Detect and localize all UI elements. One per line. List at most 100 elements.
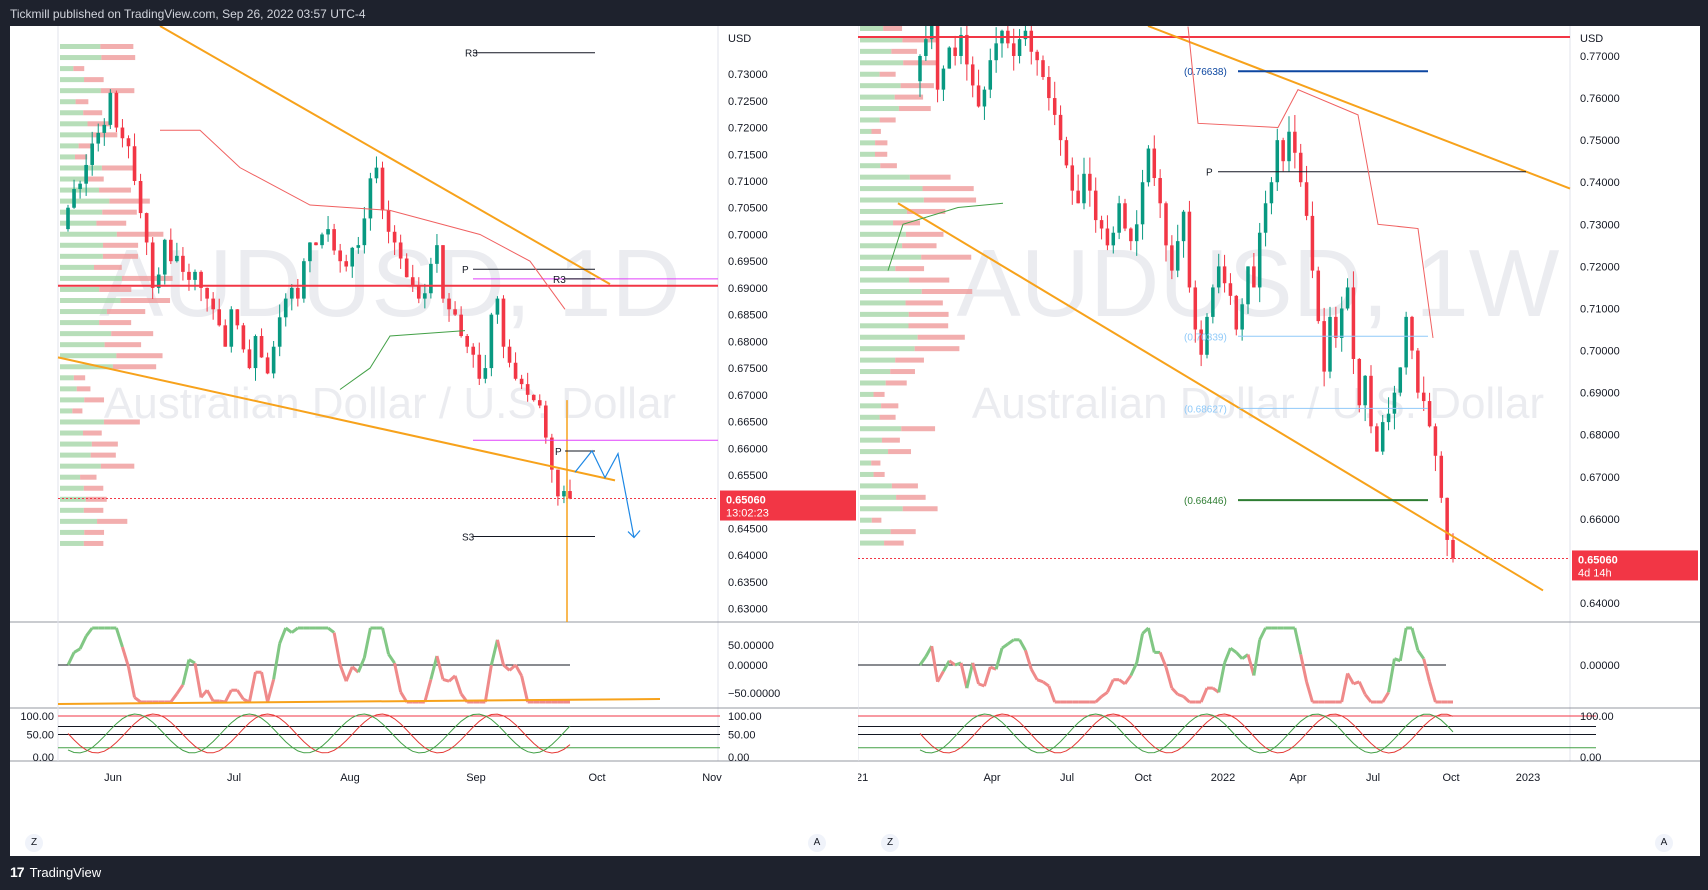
candle-body [1310,215,1315,271]
candle-body [495,298,500,315]
volume-profile-down [104,342,142,348]
candle-body [447,298,451,310]
footer-brand: 17 TradingView [10,864,101,880]
auto-scale-button-left[interactable]: A [808,834,826,852]
candle-body [453,309,457,315]
x-tick-label: Nov [702,772,722,784]
lower-trendline [57,356,616,482]
oscillator-line [84,627,94,638]
log-scale-button-left[interactable]: Z [25,834,43,852]
volume-profile-up [860,266,896,272]
oscillator-line [429,655,439,680]
volume-profile-up [860,26,884,31]
oscillator-line [1252,639,1262,676]
oscillator-line [387,653,396,665]
candle-body [138,181,143,214]
candle-body [1152,148,1157,179]
candle-body [1246,266,1250,305]
volume-profile-up [60,540,84,546]
y-tick-label: 0.67000 [1580,472,1620,484]
candle-body [1222,266,1227,284]
candle-body [1140,182,1145,225]
oscillator-line [1223,647,1232,664]
candle-body [1322,321,1326,372]
volume-profile-up [860,106,899,112]
y-tick-label: 0.70000 [728,229,768,241]
volume-profile-down [881,403,899,409]
candle-body [416,285,421,299]
candle-body [1175,241,1180,271]
volume-profile-down [914,346,960,352]
candle-body [1187,211,1192,288]
volume-profile-up [860,140,876,146]
chart-panel-weekly[interactable]: AUDUSD, 1W Australian Dollar / U.S. Dolla… [858,26,1700,856]
oscillator-line [520,675,530,703]
volume-profile-down [901,426,936,432]
volume-profile-up [860,540,885,546]
oscillator-line [1246,654,1256,676]
volume-profile-up [60,88,101,94]
oscillator-line [120,646,130,668]
pivot-label-r3_mid: R3 [553,275,566,286]
oscillator-line [66,651,76,666]
x-tick-label: Jul [1060,772,1074,784]
candle-body [550,437,554,470]
candle-body [1357,358,1362,406]
candle-body [247,349,252,369]
candle-body [568,491,572,499]
y-tick-label: 0.64000 [1580,598,1620,610]
candle-body [1216,266,1221,288]
y-tick-label: 0.69000 [1580,388,1620,400]
candle-body [320,234,324,246]
oscillator-line [260,671,270,703]
stochastic-line [67,713,571,754]
auto-scale-button-right[interactable]: A [1655,834,1673,852]
countdown-label: 4d 14h [1578,567,1612,579]
candle-body [988,60,993,90]
last-price-label: 0.65060 [726,495,766,507]
candle-body [471,346,476,355]
candle-body [1111,232,1116,246]
y-tick-label: 0.71500 [728,149,768,161]
chart-panel-daily[interactable]: AUDUSD, 1D Australian Dollar / U.S. Dolla… [10,26,858,856]
footer-brand-name[interactable]: TradingView [29,864,102,880]
last-price-badge [1572,550,1698,581]
candle-body [259,336,264,358]
oscillator-line [1129,662,1139,677]
currency-label: USD [728,33,751,45]
oscillator-line [948,659,957,667]
candle-body [1064,140,1069,166]
candle-body [314,242,318,246]
volume-profile-down [922,186,974,192]
candle-body [338,250,342,262]
volume-profile-up [860,311,909,317]
candle-body [1134,224,1139,242]
candle-body [1421,392,1426,402]
stochastic-line [67,713,571,754]
candle-body [362,218,367,246]
volume-profile-down [921,289,973,294]
log-scale-button-right[interactable]: Z [881,834,899,852]
volume-profile-up [860,60,904,66]
y-tick-label: 0.75000 [1580,135,1620,147]
oscillator-line [356,657,366,673]
candle-body [90,143,95,165]
volume-profile-down [83,507,104,513]
oscillator-line [1106,679,1115,693]
candle-body [102,124,107,133]
volume-profile-down [891,48,918,54]
x-tick-label: Apr [1289,772,1306,784]
volume-profile-up [60,176,85,182]
y-tick-label: 0.71000 [1580,303,1620,315]
y-tick-label: 0.64000 [728,550,768,562]
x-tick-label: 2021 [858,772,868,784]
volume-profile-up [60,331,112,337]
candle-body [1316,270,1321,322]
candle-body [283,298,288,318]
candle-body [1445,497,1449,540]
volume-profile-up [60,143,79,149]
volume-profile-up [860,346,915,352]
oscillator-line [1363,693,1373,703]
daily-chart-svg[interactable]: AUDUSD, 1D Australian Dollar / U.S. Dolla… [10,26,858,856]
